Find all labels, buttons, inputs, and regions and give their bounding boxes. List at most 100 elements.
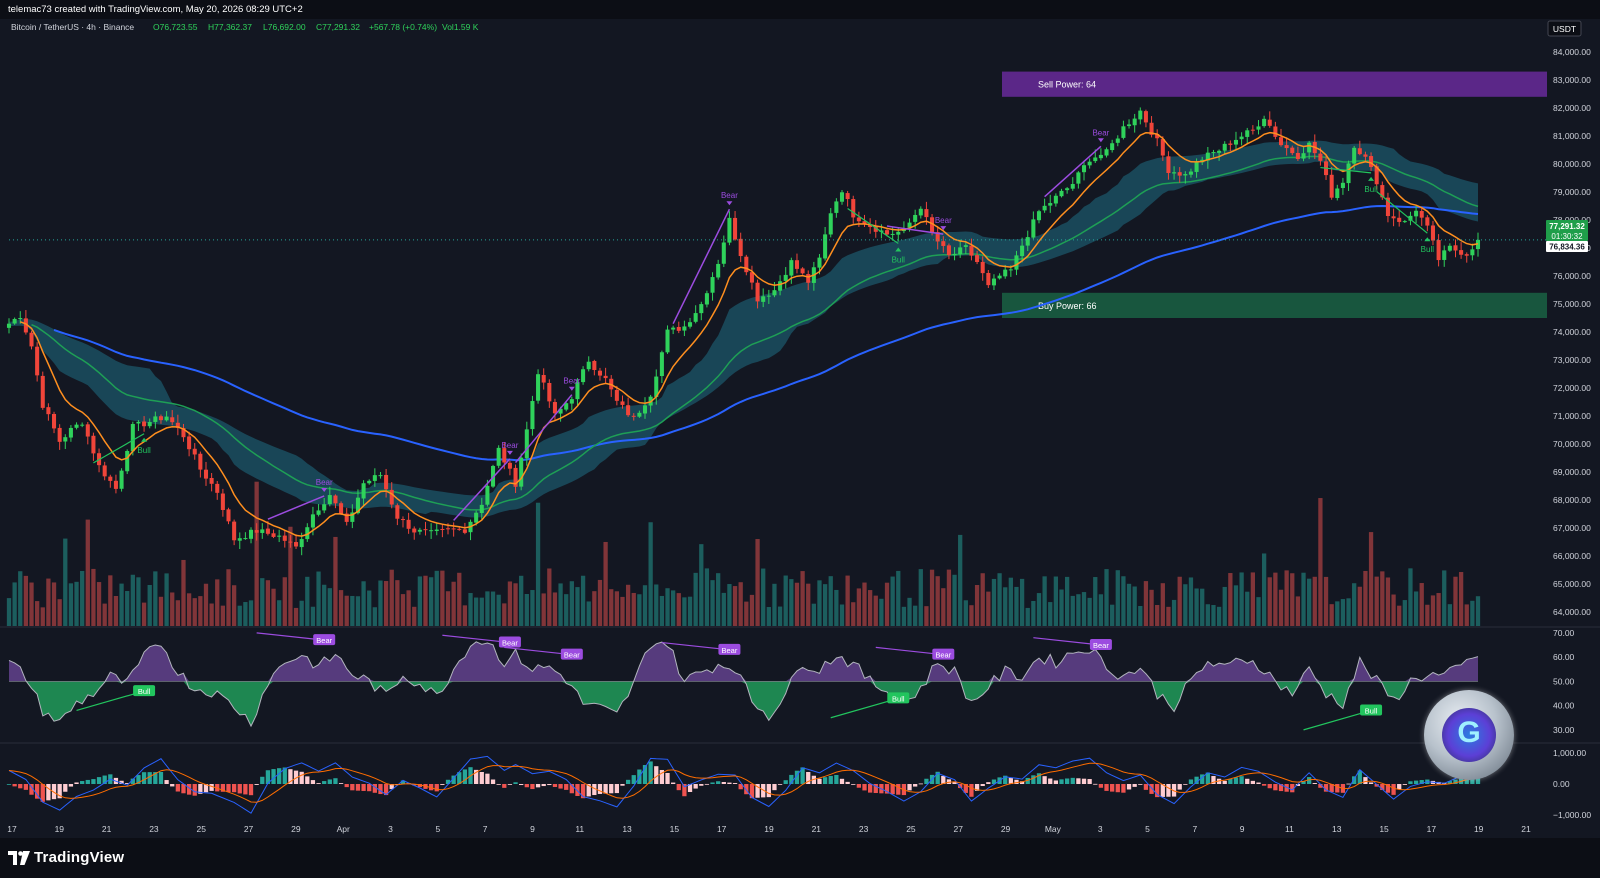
macd-histogram-bar — [457, 772, 462, 784]
candle — [119, 468, 124, 492]
oscillator-divergence-line — [76, 690, 145, 712]
volume-bar — [1138, 605, 1143, 626]
macd-histogram-bar — [260, 776, 265, 784]
candle — [102, 461, 107, 481]
oscillator-tick-label: 40.00 — [1553, 701, 1575, 711]
oscillator-pane[interactable]: Bull Bear Bear Bear Bear Bull Bear Bear Bull — [8, 632, 1479, 731]
macd-histogram-bar — [1245, 778, 1250, 784]
candle-body — [181, 428, 186, 438]
macd-histogram-bar — [845, 781, 850, 784]
candle — [1172, 166, 1177, 180]
candle — [659, 350, 664, 383]
price-tick-label: 74,000.00 — [1553, 327, 1591, 337]
bear-signal-icon — [726, 201, 733, 206]
volume-bar — [282, 577, 287, 626]
volume-bar — [856, 588, 862, 626]
price-pane[interactable]: Sell Power: 64 Buy Power: 66 Bull Bear Bear B… — [6, 71, 1553, 626]
candle — [1087, 158, 1092, 169]
candle-body — [1211, 152, 1216, 154]
candle-body — [935, 232, 940, 242]
time-tick-label: 7 — [1192, 824, 1197, 834]
macd-histogram-bar — [1070, 777, 1075, 784]
candle — [384, 469, 389, 498]
macd-histogram-bar — [913, 784, 918, 787]
macd-histogram-bar — [1233, 777, 1239, 784]
candle-body — [1295, 152, 1300, 160]
bull-signal-label: Bull — [1421, 245, 1435, 254]
candle-body — [119, 470, 124, 489]
candle-body — [761, 296, 766, 302]
volume-bar — [822, 584, 828, 626]
volume-bar — [1425, 604, 1430, 626]
candle-body — [1402, 221, 1407, 223]
volume-bar — [170, 592, 175, 626]
ohlc-legend: Bitcoin / TetherUS · 4h · Binance O76,72… — [11, 22, 479, 32]
volume-bar — [1188, 577, 1194, 626]
macd-pane[interactable] — [6, 755, 1481, 814]
volume-bar — [946, 569, 952, 626]
candle — [226, 507, 231, 525]
time-tick-label: 27 — [954, 824, 964, 834]
macd-histogram-bar — [74, 782, 79, 784]
tradingview-brand[interactable]: TradingView — [8, 849, 124, 866]
macd-histogram-bar — [361, 784, 366, 791]
macd-histogram-bar — [1143, 784, 1149, 790]
candle — [187, 431, 192, 457]
candle — [153, 411, 158, 429]
candle — [524, 421, 529, 466]
candle — [1284, 137, 1289, 156]
volume-bar — [12, 582, 17, 626]
ema-fast-line — [20, 131, 1479, 537]
macd-histogram-bar — [907, 784, 912, 791]
buy-power-label: Buy Power: 66 — [1038, 301, 1097, 311]
candle-body — [23, 318, 28, 333]
volume-bar — [186, 593, 192, 626]
candle-body — [1273, 126, 1278, 137]
volume-bar — [890, 576, 895, 626]
macd-tick-label: 1,000.00 — [1553, 748, 1586, 758]
volume-bar — [1357, 586, 1362, 626]
candle-body — [85, 424, 90, 437]
macd-histogram-bar — [1307, 777, 1312, 784]
volume-bar — [552, 592, 558, 626]
macd-histogram-bar — [1475, 775, 1481, 784]
time-axis[interactable]: 17 19 21 23 25 27 29 Apr 3 5 7 9 11 13 15 17 19 21 23 25 27 2… — [7, 824, 1531, 834]
candle-body — [1166, 156, 1171, 173]
tradingview-logo-icon — [8, 850, 30, 865]
time-tick-label: 21 — [102, 824, 112, 834]
candle-body — [907, 222, 912, 228]
volume-bar — [1245, 591, 1250, 626]
candle — [935, 225, 940, 250]
price-tick-label: 81,000.00 — [1553, 131, 1591, 141]
volume-bar — [1385, 577, 1391, 626]
price-axis[interactable]: 84,000.00 83,000.00 82,000.00 81,000.00 80,0… — [1553, 47, 1591, 820]
macd-histogram-bar — [969, 784, 974, 797]
macd-histogram-bar — [265, 770, 271, 784]
volume-bar — [1442, 570, 1447, 626]
macd-histogram-bar — [1121, 784, 1126, 793]
volume-bar — [918, 569, 923, 626]
currency-badge[interactable]: USDT — [1547, 20, 1582, 37]
candle — [1470, 243, 1475, 261]
oscillator-signal-badge — [560, 648, 583, 660]
volume-bar — [997, 573, 1002, 626]
macd-histogram-bar — [1278, 784, 1284, 792]
candle — [918, 206, 923, 219]
candle-body — [170, 417, 175, 423]
macd-histogram-bar — [293, 770, 299, 784]
volume-bar — [1267, 577, 1272, 626]
level-value: 76,834.36 — [1549, 243, 1585, 252]
volume-bar — [1278, 589, 1284, 626]
volume-bar — [1205, 604, 1210, 626]
macd-histogram-bar — [1335, 784, 1340, 793]
candle-body — [1447, 245, 1452, 251]
candle-body — [215, 483, 220, 493]
candle — [581, 366, 586, 385]
volume-bar — [794, 582, 800, 626]
candle — [1385, 192, 1390, 223]
volume-bar — [158, 596, 164, 626]
candle — [744, 254, 749, 276]
volume-bar — [958, 534, 963, 626]
macd-histogram-bar — [682, 784, 687, 797]
